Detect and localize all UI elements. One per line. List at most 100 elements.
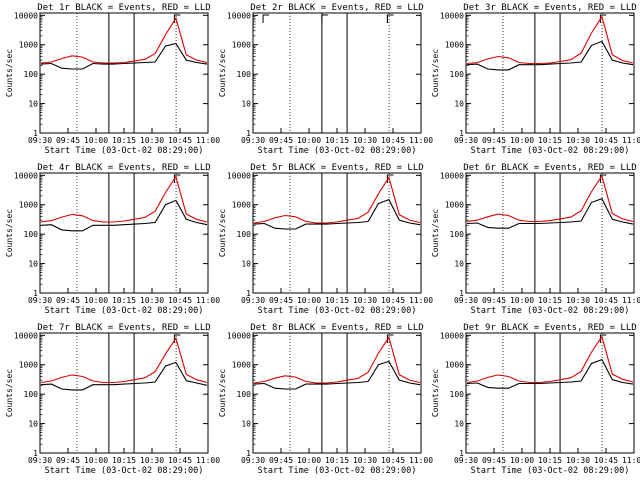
y-tick-label: 10 [28, 100, 38, 109]
x-axis-label: Start Time (03-Oct-02 08:29:00) [258, 146, 417, 156]
x-tick-label: 09:30 [28, 456, 52, 465]
series-line-lld [253, 176, 421, 224]
series-line-events [253, 198, 421, 230]
x-tick-label: 09:30 [28, 136, 52, 145]
x-tick-label: 11:00 [622, 136, 640, 145]
x-tick-label: 11:00 [409, 136, 433, 145]
x-tick-label: 09:30 [28, 296, 52, 305]
x-tick-label: 10:00 [84, 456, 108, 465]
chart-panel: Det 6r BLACK = Events, RED = LLD 1 10 100 10… [431, 163, 640, 316]
x-tick-label: 10:30 [566, 136, 590, 145]
y-tick-label: 100 [24, 230, 39, 239]
series-line-lld [466, 15, 634, 65]
y-tick-label: 10000 [440, 11, 464, 20]
x-axis-label: Start Time (03-Oct-02 08:29:00) [45, 466, 204, 476]
x-axis-label: Start Time (03-Oct-02 08:29:00) [471, 466, 630, 476]
x-tick-label: 09:45 [482, 136, 506, 145]
x-tick-label: 10:45 [594, 136, 618, 145]
chart-title: Det 6r BLACK = Events, RED = LLD [463, 163, 636, 173]
x-tick-label: 09:45 [482, 456, 506, 465]
x-tick-label: 10:00 [84, 296, 108, 305]
x-tick-label: 10:30 [140, 136, 164, 145]
y-tick-label: 1 [246, 289, 251, 298]
y-tick-label: 100 [24, 70, 39, 79]
y-tick-label: 1 [246, 129, 251, 138]
y-tick-label: 100 [450, 230, 465, 239]
chart-panel: Det 5r BLACK = Events, RED = LLD 1 10 100 10… [218, 163, 433, 316]
x-tick-label: 11:00 [622, 456, 640, 465]
chart-title: Det 1r BLACK = Events, RED = LLD [37, 3, 210, 13]
x-tick-label: 09:30 [454, 296, 478, 305]
series-line-lld [40, 16, 208, 64]
x-tick-label: 10:30 [353, 296, 377, 305]
plot-frame [252, 332, 422, 454]
y-tick-label: 100 [450, 70, 465, 79]
plot-frame [465, 332, 635, 454]
y-tick-label: 10 [241, 260, 251, 269]
x-tick-label: 10:00 [510, 296, 534, 305]
x-tick-label: 10:15 [325, 136, 349, 145]
x-axis-label: Start Time (03-Oct-02 08:29:00) [45, 306, 204, 316]
x-tick-label: 10:45 [381, 296, 405, 305]
plot-frame [252, 172, 422, 294]
x-tick-label: 09:30 [454, 136, 478, 145]
x-tick-label: 10:15 [112, 456, 136, 465]
x-axis-label: Start Time (03-Oct-02 08:29:00) [471, 306, 630, 316]
y-axis-label: Counts/sec [5, 369, 14, 417]
y-axis-label: Counts/sec [218, 49, 227, 97]
y-tick-label: 1000 [232, 361, 251, 370]
x-tick-label: 10:15 [112, 296, 136, 305]
x-tick-label: 09:30 [241, 296, 265, 305]
chart-title: Det 8r BLACK = Events, RED = LLD [250, 323, 423, 333]
y-tick-label: 1000 [19, 41, 38, 50]
interval-marker [386, 14, 394, 23]
x-tick-label: 11:00 [622, 296, 640, 305]
x-tick-label: 09:45 [269, 296, 293, 305]
x-tick-label: 11:00 [196, 456, 220, 465]
series-line-lld [253, 336, 421, 384]
x-tick-label: 10:00 [297, 136, 321, 145]
series-line-events [466, 40, 634, 71]
y-tick-label: 1000 [232, 41, 251, 50]
x-tick-label: 10:30 [140, 456, 164, 465]
y-tick-label: 1 [33, 449, 38, 458]
y-tick-label: 1000 [19, 361, 38, 370]
plot-frame [39, 172, 209, 294]
chart-panel: Det 3r BLACK = Events, RED = LLD 1 10 100 10… [431, 3, 640, 156]
y-tick-label: 10 [454, 100, 464, 109]
x-tick-label: 10:30 [353, 456, 377, 465]
y-tick-label: 10000 [440, 171, 464, 180]
y-axis-label: Counts/sec [431, 369, 440, 417]
series-line-events [40, 42, 208, 70]
y-tick-label: 10 [241, 420, 251, 429]
chart-title: Det 3r BLACK = Events, RED = LLD [463, 3, 636, 13]
y-axis-label: Counts/sec [218, 369, 227, 417]
chart-panel: Det 4r BLACK = Events, RED = LLD 1 10 100 10… [5, 163, 220, 316]
y-tick-label: 10000 [14, 171, 38, 180]
y-tick-label: 10 [241, 100, 251, 109]
y-tick-label: 10000 [227, 331, 251, 340]
x-tick-label: 10:45 [168, 296, 192, 305]
y-tick-label: 10 [454, 260, 464, 269]
interval-marker [386, 14, 394, 23]
x-tick-label: 10:15 [538, 136, 562, 145]
chart-panel: Det 8r BLACK = Events, RED = LLD 1 10 100 10… [218, 323, 433, 476]
y-tick-label: 1 [459, 449, 464, 458]
y-tick-label: 10 [28, 260, 38, 269]
x-tick-label: 09:45 [482, 296, 506, 305]
chart-title: Det 4r BLACK = Events, RED = LLD [37, 163, 210, 173]
y-tick-label: 1 [459, 289, 464, 298]
y-tick-label: 1 [459, 129, 464, 138]
x-tick-label: 10:15 [325, 296, 349, 305]
y-axis-label: Counts/sec [218, 209, 227, 257]
x-axis-label: Start Time (03-Oct-02 08:29:00) [45, 146, 204, 156]
x-tick-label: 10:15 [112, 136, 136, 145]
interval-marker [321, 14, 328, 23]
y-tick-label: 100 [450, 390, 465, 399]
x-tick-label: 10:45 [381, 456, 405, 465]
x-tick-label: 10:00 [510, 136, 534, 145]
interval-marker [599, 334, 607, 343]
interval-marker [173, 174, 181, 183]
y-axis-label: Counts/sec [431, 49, 440, 97]
